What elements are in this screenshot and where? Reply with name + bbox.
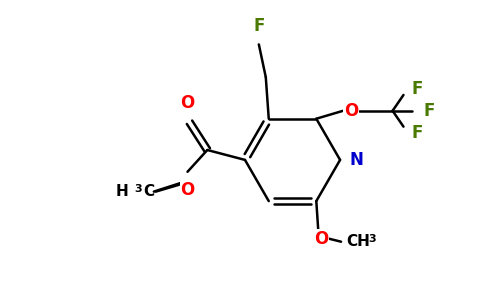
Text: N: N [350, 151, 364, 169]
Text: H: H [115, 184, 128, 199]
Text: 3: 3 [134, 184, 142, 194]
Text: O: O [181, 94, 195, 112]
Text: F: F [424, 102, 435, 120]
Text: CH: CH [346, 234, 370, 249]
Text: O: O [314, 230, 328, 248]
Text: F: F [253, 16, 265, 34]
Text: O: O [181, 181, 195, 199]
Text: C: C [143, 184, 154, 199]
Text: O: O [344, 102, 358, 120]
Text: 3: 3 [368, 234, 376, 244]
Text: F: F [411, 80, 423, 98]
Text: F: F [411, 124, 423, 142]
